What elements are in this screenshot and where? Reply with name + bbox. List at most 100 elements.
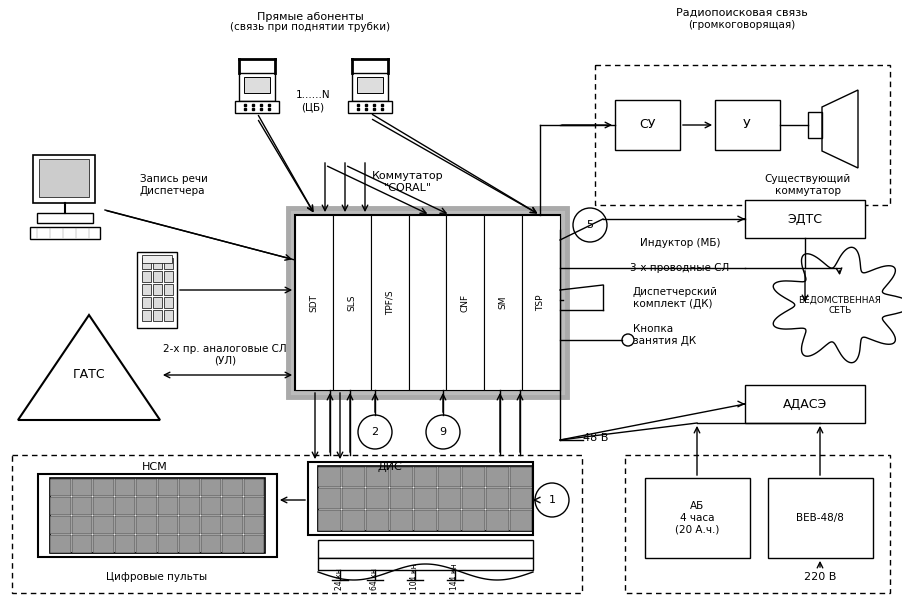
- FancyBboxPatch shape: [342, 467, 365, 487]
- FancyBboxPatch shape: [461, 510, 484, 530]
- FancyBboxPatch shape: [201, 535, 221, 553]
- FancyBboxPatch shape: [142, 284, 151, 295]
- Text: 9: 9: [439, 427, 446, 437]
- FancyBboxPatch shape: [152, 284, 161, 295]
- Text: ДИС: ДИС: [377, 462, 402, 472]
- Text: АБ
4 часа
(20 А.ч.): АБ 4 часа (20 А.ч.): [674, 501, 718, 535]
- FancyBboxPatch shape: [366, 488, 389, 509]
- Text: (ЦБ): (ЦБ): [301, 102, 324, 112]
- FancyBboxPatch shape: [94, 479, 114, 496]
- Text: ЭДТС: ЭДТС: [787, 213, 822, 226]
- FancyBboxPatch shape: [414, 510, 437, 530]
- FancyBboxPatch shape: [342, 488, 365, 509]
- FancyBboxPatch shape: [318, 510, 341, 530]
- FancyBboxPatch shape: [244, 497, 264, 515]
- FancyBboxPatch shape: [244, 516, 264, 534]
- FancyBboxPatch shape: [142, 310, 151, 321]
- FancyBboxPatch shape: [142, 297, 151, 308]
- FancyBboxPatch shape: [347, 101, 391, 113]
- FancyBboxPatch shape: [461, 467, 484, 487]
- FancyBboxPatch shape: [179, 497, 199, 515]
- FancyBboxPatch shape: [201, 497, 221, 515]
- FancyBboxPatch shape: [767, 478, 872, 558]
- FancyBboxPatch shape: [244, 77, 270, 93]
- FancyBboxPatch shape: [414, 467, 437, 487]
- FancyBboxPatch shape: [295, 215, 333, 390]
- FancyBboxPatch shape: [72, 535, 92, 553]
- FancyBboxPatch shape: [288, 208, 566, 397]
- Text: 1......N: 1......N: [295, 90, 330, 100]
- FancyBboxPatch shape: [807, 112, 821, 138]
- FancyBboxPatch shape: [201, 479, 221, 496]
- FancyBboxPatch shape: [51, 535, 71, 553]
- FancyBboxPatch shape: [222, 516, 243, 534]
- Text: ВЕДОМСТВЕННАЯ
СЕТЬ: ВЕДОМСТВЕННАЯ СЕТЬ: [797, 296, 880, 315]
- FancyBboxPatch shape: [222, 479, 243, 496]
- FancyBboxPatch shape: [509, 467, 532, 487]
- FancyBboxPatch shape: [136, 497, 157, 515]
- Text: TPF/S: TPF/S: [385, 290, 393, 315]
- FancyBboxPatch shape: [115, 479, 135, 496]
- FancyBboxPatch shape: [33, 155, 95, 203]
- Text: Коммутатор
"CORAL": Коммутатор "CORAL": [372, 172, 443, 193]
- FancyBboxPatch shape: [714, 100, 779, 150]
- Text: Цифровые пульты: Цифровые пульты: [106, 572, 207, 582]
- FancyBboxPatch shape: [158, 497, 179, 515]
- FancyBboxPatch shape: [158, 535, 179, 553]
- Text: ГАТС: ГАТС: [72, 368, 106, 382]
- FancyBboxPatch shape: [371, 215, 408, 390]
- FancyBboxPatch shape: [142, 271, 151, 282]
- FancyBboxPatch shape: [342, 510, 365, 530]
- FancyBboxPatch shape: [201, 516, 221, 534]
- FancyBboxPatch shape: [744, 385, 864, 423]
- FancyBboxPatch shape: [136, 516, 157, 534]
- Text: 2-х пр. аналоговые СЛ
(УЛ): 2-х пр. аналоговые СЛ (УЛ): [163, 344, 287, 366]
- FancyBboxPatch shape: [509, 488, 532, 509]
- FancyBboxPatch shape: [437, 467, 460, 487]
- FancyBboxPatch shape: [244, 479, 264, 496]
- FancyBboxPatch shape: [179, 516, 199, 534]
- FancyBboxPatch shape: [485, 510, 508, 530]
- FancyBboxPatch shape: [390, 510, 412, 530]
- Text: SLS: SLS: [347, 294, 356, 311]
- FancyBboxPatch shape: [142, 255, 171, 263]
- Text: 3-х проводные СЛ: 3-х проводные СЛ: [630, 263, 729, 273]
- FancyBboxPatch shape: [51, 516, 71, 534]
- FancyBboxPatch shape: [366, 510, 389, 530]
- Text: Существующий
коммутатор: Существующий коммутатор: [764, 174, 851, 196]
- FancyBboxPatch shape: [51, 479, 71, 496]
- FancyBboxPatch shape: [239, 73, 275, 101]
- FancyBboxPatch shape: [142, 258, 151, 269]
- FancyBboxPatch shape: [37, 213, 93, 223]
- FancyBboxPatch shape: [158, 479, 179, 496]
- FancyBboxPatch shape: [318, 540, 532, 558]
- Text: ВЕВ-48/8: ВЕВ-48/8: [796, 513, 843, 523]
- Text: Индуктор (МБ): Индуктор (МБ): [640, 238, 720, 248]
- Text: 48 В: 48 В: [583, 433, 608, 443]
- Text: СУ: СУ: [638, 119, 655, 131]
- Text: 64 кн: 64 кн: [370, 568, 379, 590]
- FancyBboxPatch shape: [295, 215, 559, 390]
- FancyBboxPatch shape: [744, 200, 864, 238]
- FancyBboxPatch shape: [115, 497, 135, 515]
- FancyBboxPatch shape: [72, 479, 92, 496]
- Text: Прямые абоненты: Прямые абоненты: [256, 12, 363, 22]
- Text: 220 В: 220 В: [803, 572, 835, 582]
- Text: CNF: CNF: [460, 293, 469, 312]
- Text: Кнопка
занятия ДК: Кнопка занятия ДК: [632, 324, 695, 346]
- FancyBboxPatch shape: [50, 478, 264, 553]
- FancyBboxPatch shape: [164, 271, 173, 282]
- FancyBboxPatch shape: [485, 488, 508, 509]
- FancyBboxPatch shape: [352, 73, 388, 101]
- FancyBboxPatch shape: [137, 252, 177, 328]
- FancyBboxPatch shape: [164, 284, 173, 295]
- FancyBboxPatch shape: [115, 535, 135, 553]
- Text: 2: 2: [371, 427, 378, 437]
- Text: Диспетчерский
комплект (ДК): Диспетчерский комплект (ДК): [632, 287, 717, 309]
- FancyBboxPatch shape: [179, 535, 199, 553]
- FancyBboxPatch shape: [164, 297, 173, 308]
- FancyBboxPatch shape: [222, 535, 243, 553]
- FancyBboxPatch shape: [644, 478, 750, 558]
- FancyBboxPatch shape: [136, 479, 157, 496]
- FancyBboxPatch shape: [152, 297, 161, 308]
